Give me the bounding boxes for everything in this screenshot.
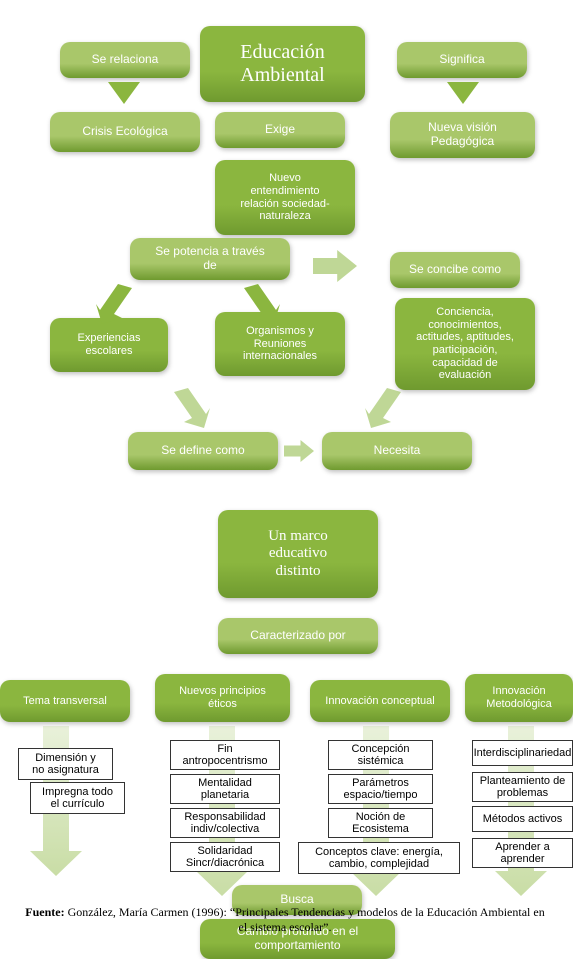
conc-item-3: Noción deEcosistema (328, 808, 433, 838)
necesita-text: Necesita (374, 444, 421, 458)
marco-text: Un marcoeducativodistinto (268, 528, 328, 580)
se-potencia-text: Se potencia a travésde (155, 245, 264, 273)
arrow-right-icon (284, 440, 314, 467)
se-relaciona-node: Se relaciona (60, 42, 190, 78)
innovacion-conceptual-node: Innovación conceptual (310, 680, 450, 722)
met-item-3-text: Métodos activos (483, 813, 562, 825)
se-define-node: Se define como (128, 432, 278, 470)
princ-item-4-text: SolidaridadSincr/diacrónica (186, 845, 264, 869)
princ-item-2: Mentalidadplanetaria (170, 774, 280, 804)
arrow-diagonal-icon (170, 388, 210, 428)
title-text: EducaciónAmbiental (240, 41, 324, 87)
principios-node: Nuevos principioséticos (155, 674, 290, 722)
experiencias-node: Experienciasescolares (50, 318, 168, 372)
nuevo-entendimiento-node: Nuevoentendimientorelación sociedad-natu… (215, 160, 355, 235)
conc-item-4-text: Conceptos clave: energía,cambio, complej… (315, 846, 443, 870)
caracterizado-node: Caracterizado por (218, 618, 378, 654)
source-citation: Fuente: González, María Carmen (1996): “… (25, 905, 545, 935)
se-concibe-node: Se concibe como (390, 252, 520, 288)
title-node: EducaciónAmbiental (200, 26, 365, 102)
tema-text: Tema transversal (23, 695, 107, 708)
crisis-node: Crisis Ecológica (50, 112, 200, 152)
experiencias-text: Experienciasescolares (78, 332, 141, 357)
princ-item-1: Finantropocentrismo (170, 740, 280, 770)
arrow-down-icon (108, 82, 140, 104)
principios-text: Nuevos principioséticos (179, 685, 266, 710)
organismos-text: Organismos yReunionesinternacionales (243, 325, 317, 363)
tema-item-2: Impregna todoel currículo (30, 782, 125, 814)
princ-item-4: SolidaridadSincr/diacrónica (170, 842, 280, 872)
necesita-node: Necesita (322, 432, 472, 470)
se-define-text: Se define como (161, 444, 244, 458)
se-concibe-text: Se concibe como (409, 263, 501, 277)
princ-item-3-text: Responsabilidadindiv/colectiva (184, 811, 265, 835)
source-bold: Fuente: (25, 905, 64, 919)
crisis-text: Crisis Ecológica (82, 125, 167, 139)
organismos-node: Organismos yReunionesinternacionales (215, 312, 345, 376)
nuevo-entendimiento-text: Nuevoentendimientorelación sociedad-natu… (240, 172, 329, 223)
conc-item-2-text: Parámetrosespacio/tiempo (344, 777, 418, 801)
innovacion-metodologica-node: InnovaciónMetodológica (465, 674, 573, 722)
tema-transversal-node: Tema transversal (0, 680, 130, 722)
se-potencia-node: Se potencia a travésde (130, 238, 290, 280)
met-item-1-text: Interdisciplinariedad (474, 747, 572, 759)
conc-item-4: Conceptos clave: energía,cambio, complej… (298, 842, 460, 874)
innov-met-text: InnovaciónMetodológica (486, 685, 551, 710)
tema-item-1: Dimensión yno asignatura (18, 748, 113, 780)
vision-node: Nueva visiónPedagógica (390, 112, 535, 158)
met-item-4: Aprender aaprender (472, 838, 573, 868)
met-item-2: Planteamiento deproblemas (472, 772, 573, 802)
innov-conc-text: Innovación conceptual (325, 695, 434, 708)
source-rest: González, María Carmen (1996): “Principa… (65, 905, 545, 934)
conciencia-text: Conciencia,conocimientos,actitudes, apti… (416, 306, 514, 382)
princ-item-3: Responsabilidadindiv/colectiva (170, 808, 280, 838)
exige-text: Exige (265, 123, 295, 137)
conciencia-node: Conciencia,conocimientos,actitudes, apti… (395, 298, 535, 390)
conc-item-2: Parámetrosespacio/tiempo (328, 774, 433, 804)
vision-text: Nueva visiónPedagógica (428, 121, 497, 149)
arrow-diagonal-icon (240, 284, 280, 324)
princ-item-1-text: Finantropocentrismo (183, 743, 268, 767)
significa-text: Significa (439, 53, 484, 67)
marco-node: Un marcoeducativodistinto (218, 510, 378, 598)
caracterizado-text: Caracterizado por (250, 629, 345, 643)
exige-node: Exige (215, 112, 345, 148)
significa-node: Significa (397, 42, 527, 78)
arrow-down-icon (447, 82, 479, 104)
conc-item-1: Concepciónsistémica (328, 740, 433, 770)
met-item-4-text: Aprender aaprender (495, 841, 549, 865)
arrow-right-icon (313, 250, 357, 287)
tema-item-1-text: Dimensión yno asignatura (32, 752, 99, 776)
se-relaciona-text: Se relaciona (92, 53, 159, 67)
met-item-1: Interdisciplinariedad (472, 740, 573, 766)
tema-item-2-text: Impregna todoel currículo (42, 786, 113, 810)
princ-item-2-text: Mentalidadplanetaria (198, 777, 252, 801)
conc-item-3-text: Noción deEcosistema (352, 811, 409, 835)
arrow-diagonal-icon (365, 388, 405, 428)
conc-item-1-text: Concepciónsistémica (351, 743, 409, 767)
met-item-2-text: Planteamiento deproblemas (480, 775, 566, 799)
arrow-diagonal-icon (96, 284, 136, 324)
met-item-3: Métodos activos (472, 806, 573, 832)
